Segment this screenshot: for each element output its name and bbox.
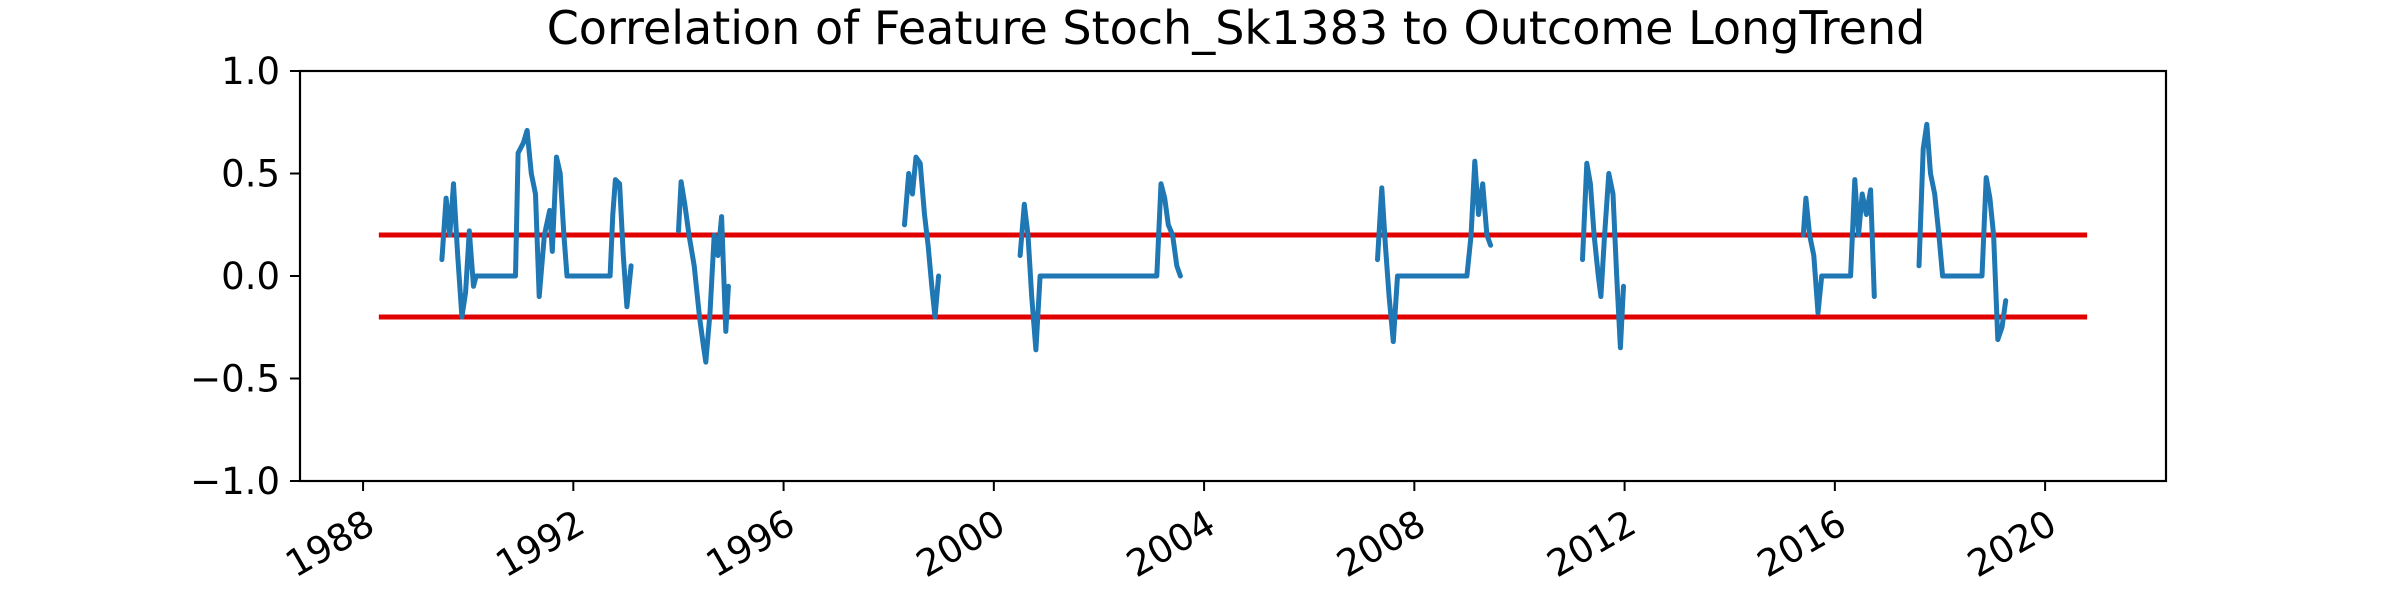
y-tick-label: 0.5 (221, 153, 280, 196)
x-tick-label: 1996 (699, 502, 802, 586)
series-line-segment (1800, 177, 1877, 316)
x-tick-label: 2000 (909, 502, 1012, 586)
series-line-segment (439, 127, 634, 320)
series-group (439, 121, 2009, 365)
x-tick-label: 2020 (1960, 502, 2063, 586)
series-line-segment (1375, 158, 1494, 345)
series-line-segment (1580, 160, 1626, 351)
x-tick-label: 2016 (1750, 502, 1853, 586)
x-tick-label: 2008 (1330, 502, 1433, 586)
x-tick-label: 1992 (489, 502, 592, 586)
x-axis: 1988 1992 1996 2000 2004 2008 2012 2016 2020 (278, 481, 2063, 586)
series-line-segment (1017, 181, 1183, 353)
chart-title: Correlation of Feature Stoch_Sk1383 to O… (547, 1, 1926, 55)
series-line-segment (676, 179, 731, 365)
y-axis: 1.0 0.5 0.0 −0.5 −1.0 (190, 50, 300, 503)
x-tick-label: 1988 (278, 502, 381, 586)
x-tick-label: 2012 (1540, 502, 1643, 586)
series-line-segment (902, 154, 942, 320)
y-tick-label: 0.0 (221, 255, 280, 298)
y-tick-label: −0.5 (190, 358, 280, 401)
y-tick-label: 1.0 (221, 50, 280, 93)
series-line-segment (1916, 121, 2009, 343)
x-tick-label: 2004 (1119, 502, 1222, 586)
y-tick-label: −1.0 (190, 460, 280, 503)
